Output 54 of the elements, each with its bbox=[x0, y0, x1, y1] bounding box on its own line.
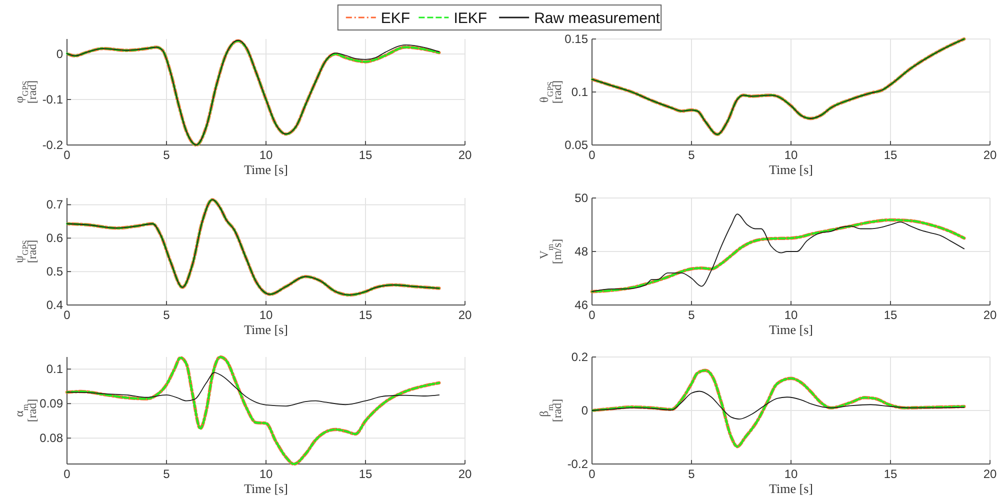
x-tick-label: 10 bbox=[784, 308, 798, 322]
x-tick-label: 15 bbox=[884, 467, 898, 481]
y-tick-label: 0.5 bbox=[46, 264, 64, 279]
x-tick-label: 20 bbox=[458, 308, 472, 322]
x-tick-label: 15 bbox=[358, 467, 372, 481]
y-tick-label: 46 bbox=[574, 298, 588, 312]
x-axis-title: Time [s] bbox=[769, 322, 813, 337]
y-tick-label: 0 bbox=[581, 404, 588, 418]
y-tick-label: -0.1 bbox=[42, 92, 64, 107]
x-tick-label: 5 bbox=[163, 308, 170, 322]
legend-label: IEKF bbox=[454, 10, 488, 27]
x-tick-label: 20 bbox=[983, 467, 997, 481]
x-tick-label: 5 bbox=[688, 148, 696, 162]
legend-label: Raw measurement bbox=[534, 10, 661, 27]
y-tick-label: 0.15 bbox=[564, 32, 588, 46]
x-tick-label: 15 bbox=[884, 148, 898, 162]
x-tick-label: 20 bbox=[458, 148, 472, 162]
legend-label: EKF bbox=[380, 10, 410, 27]
x-tick-label: 20 bbox=[458, 467, 472, 481]
x-axis-title: Time [s] bbox=[244, 162, 288, 177]
y-tick-label: -0.2 bbox=[567, 457, 588, 471]
y-tick-label: 0.7 bbox=[46, 198, 64, 212]
y-tick-label: 50 bbox=[574, 191, 588, 205]
x-axis-title: Time [s] bbox=[244, 322, 288, 337]
x-tick-label: 10 bbox=[259, 467, 273, 481]
y-tick-label: 0.08 bbox=[40, 431, 64, 446]
x-axis-title: Time [s] bbox=[769, 481, 813, 496]
x-tick-label: 20 bbox=[983, 148, 997, 162]
line-series bbox=[592, 390, 965, 420]
x-tick-label: 5 bbox=[688, 308, 696, 322]
x-tick-label: 15 bbox=[358, 308, 372, 322]
y-tick-label: 0.09 bbox=[40, 396, 64, 411]
x-tick-label: 10 bbox=[784, 467, 798, 481]
x-tick-label: 5 bbox=[688, 467, 696, 481]
x-tick-label: 15 bbox=[358, 148, 372, 162]
x-axis-title: Time [s] bbox=[769, 162, 813, 177]
y-tick-label: 0.1 bbox=[571, 85, 588, 99]
x-tick-label: 15 bbox=[884, 308, 898, 322]
x-axis-title: Time [s] bbox=[244, 481, 288, 496]
y-tick-label: 0 bbox=[56, 47, 64, 62]
y-tick-label: -0.2 bbox=[42, 138, 64, 152]
x-tick-label: 5 bbox=[163, 148, 170, 162]
y-tick-label: 0.2 bbox=[571, 350, 588, 364]
y-tick-label: 48 bbox=[574, 244, 588, 258]
line-series bbox=[66, 372, 440, 406]
x-tick-label: 10 bbox=[259, 308, 273, 322]
x-tick-label: 20 bbox=[983, 308, 997, 322]
y-tick-label: 0.05 bbox=[564, 138, 588, 152]
x-tick-label: 10 bbox=[259, 148, 273, 162]
y-tick-label: 0.1 bbox=[46, 362, 64, 376]
y-tick-label: 0.6 bbox=[46, 231, 64, 246]
x-tick-label: 5 bbox=[163, 467, 170, 481]
y-tick-label: 0.4 bbox=[46, 298, 64, 312]
x-tick-label: 10 bbox=[784, 148, 798, 162]
